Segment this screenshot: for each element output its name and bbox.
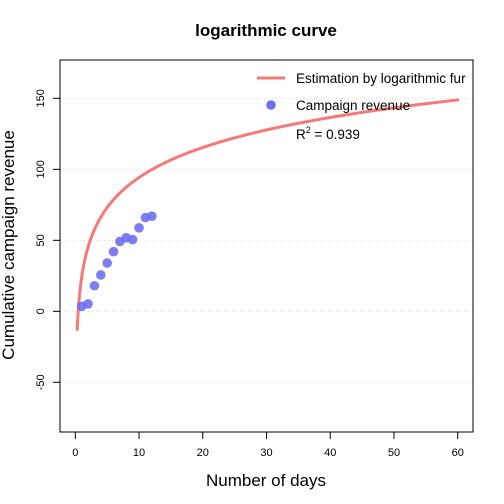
data-point xyxy=(83,299,93,309)
r-squared-annotation: R2 = 0.939 xyxy=(296,125,360,142)
data-point xyxy=(95,270,106,280)
x-tick-label: 30 xyxy=(260,447,272,459)
y-tick-label: 0 xyxy=(35,308,47,314)
fit-curve-layer xyxy=(75,98,460,331)
data-point xyxy=(108,246,119,257)
legend-label-fit: Estimation by logarithmic fur xyxy=(296,71,466,86)
x-tick-label: 60 xyxy=(452,447,464,459)
legend-point-swatch xyxy=(266,100,276,110)
x-axis: 0 10 20 30 40 50 60 xyxy=(72,431,464,459)
x-tick-label: 0 xyxy=(72,447,78,459)
legend-label-points: Campaign revenue xyxy=(296,98,410,113)
x-tick-label: 20 xyxy=(197,447,209,459)
y-tick-label: 50 xyxy=(35,234,47,246)
data-point xyxy=(89,280,100,291)
x-tick-label: 10 xyxy=(133,447,145,459)
points-layer xyxy=(76,211,157,312)
r-squared-value: = 0.939 xyxy=(311,127,360,142)
data-point xyxy=(146,211,157,221)
y-tick-label: 150 xyxy=(35,89,47,107)
data-point xyxy=(127,234,138,245)
fit-curve-line xyxy=(75,98,460,331)
x-tick-label: 50 xyxy=(388,447,400,459)
x-tick-label: 40 xyxy=(324,447,336,459)
y-axis: -50 0 50 100 150 xyxy=(35,89,61,390)
chart-title: logarithmic curve xyxy=(195,21,337,40)
r-squared-superscript: 2 xyxy=(306,125,311,135)
y-axis-label: Cumulative campaign revenue xyxy=(0,130,18,360)
y-tick-label: 100 xyxy=(35,160,47,178)
r-squared-base: R xyxy=(296,127,306,142)
y-tick-label: -50 xyxy=(35,374,47,390)
x-axis-label: Number of days xyxy=(206,471,326,490)
data-point xyxy=(134,223,144,233)
legend: Estimation by logarithmic fur Campaign re… xyxy=(257,71,466,113)
data-point xyxy=(102,258,112,268)
